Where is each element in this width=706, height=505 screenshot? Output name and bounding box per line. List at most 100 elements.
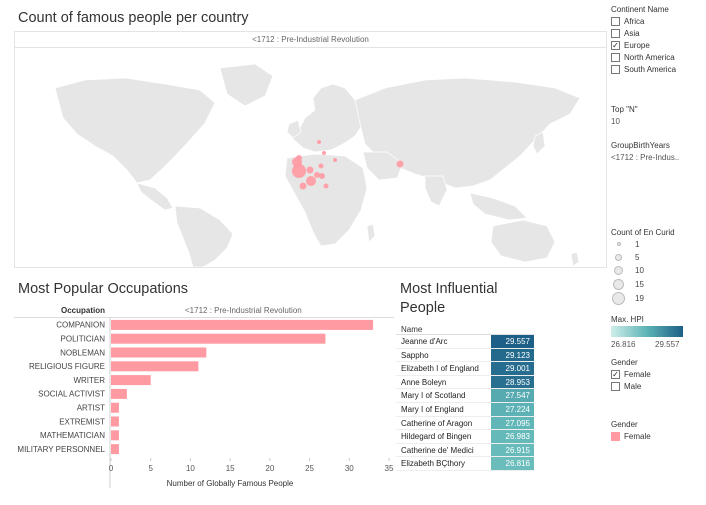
middle-east-shape [362,151,404,181]
map-mark-poland [318,163,324,169]
x-tick-label: 30 [345,464,354,473]
size-dot-icon [613,278,624,290]
size-legend-item: 15 [611,278,644,290]
checkbox-icon[interactable] [611,17,620,26]
checkbox-icon[interactable] [611,29,620,38]
continent-option-africa[interactable]: Africa [611,16,644,27]
size-legend-item: 1 [611,240,639,249]
occupation-bar[interactable] [111,416,119,427]
occupation-bar[interactable] [111,444,119,455]
hpi-value-cell: 28.953 [491,375,534,389]
gender-legend-item[interactable]: Female [611,431,651,442]
continent-filter-label: Continent Name [611,5,669,14]
map-mark-sweden [322,151,326,155]
x-tick-label: 10 [186,464,195,473]
person-name: Mary I of Scotland [401,391,466,401]
person-name: Elizabeth I of England [401,364,479,374]
greenland-shape [219,63,274,107]
checkbox-checked-icon[interactable]: ✓ [611,41,620,50]
size-dot-icon [617,242,621,246]
hpi-value-cell: 27.547 [491,389,534,402]
table-row[interactable]: Catherine of Aragon 27.095 [396,416,534,431]
size-dot-icon [615,253,622,261]
checkbox-checked-icon[interactable]: ✓ [611,370,620,379]
size-dot-icon [612,292,625,305]
japan-shape [532,131,546,155]
hpi-value-cell: 29.557 [491,335,534,348]
continent-option-europe[interactable]: ✓ Europe [611,41,650,50]
continent-option-north-america[interactable]: North America [611,52,675,63]
map-mark-spain [299,182,307,190]
person-name: Anne Boleyn [401,377,447,387]
table-row[interactable]: Jeanne d'Arc 29.557 [396,335,534,349]
europe-shape [289,83,368,153]
person-name: Catherine of Aragon [401,418,473,428]
influential-title: Most Influential People [400,281,498,316]
map-mark-baltic [333,158,337,162]
table-row[interactable]: Elizabeth I of England 29.001 [396,362,534,376]
map-mark-italy [306,176,316,186]
x-tick-label: 0 [109,464,114,473]
occupation-bar[interactable] [111,388,127,399]
top-n-value[interactable]: 10 [611,117,620,126]
occupation-bar[interactable] [111,347,207,358]
table-row[interactable]: Anne Boleyn 28.953 [396,375,534,390]
madagascar-shape [366,223,376,243]
birth-years-value[interactable]: <1712 : Pre-Indus.. [611,153,680,162]
hpi-value-cell: 27.095 [491,416,534,430]
occupation-bar[interactable] [111,375,151,386]
new-zealand-shape [570,251,580,267]
gender-option-female[interactable]: ✓ Female [611,370,651,379]
southeast-asia-shape [469,192,528,221]
table-row[interactable]: Elizabeth BÇthory 26.816 [396,457,534,471]
person-name: Hildegard of Bingen [401,432,472,442]
filter-sidebar: Continent Name Africa Asia ✓ Europe North… [611,0,706,505]
south-america-shape [174,205,234,267]
occupation-label: POLITICIAN [61,335,106,344]
world-map-panel[interactable]: <1712 : Pre-Industrial Revolution [14,31,607,268]
map-mark-norway [317,140,321,144]
map-mark-france [292,164,306,178]
table-row[interactable]: Mary I of Scotland 27.547 [396,389,534,403]
hpi-color-ramp [611,326,683,337]
checkbox-icon[interactable] [611,53,620,62]
table-row[interactable]: Catherine de' Medici 26.915 [396,443,534,458]
continent-option-asia[interactable]: Asia [611,28,640,39]
occupation-bar[interactable] [111,319,374,330]
hpi-min-value: 26.816 [611,340,636,349]
occupations-bar-chart[interactable]: COMPANION POLITICIAN NOBLEMAN RELIGIOUS FIG… [14,317,394,492]
hpi-value-cell: 26.983 [491,430,534,443]
name-column-header: Name [401,325,423,334]
map-mark-scotland [296,155,302,161]
hpi-max-value: 29.557 [655,340,680,349]
occupation-label: SOCIAL ACTIVIST [38,390,105,399]
india-shape [424,175,448,207]
table-row[interactable]: Hildegard of Bingen 26.983 [396,430,534,444]
person-name: Sappho [401,350,429,360]
gender-option-male[interactable]: Male [611,381,641,392]
top-n-label: Top "N" [611,105,638,114]
central-america-shape [136,182,174,211]
person-name: Jeanne d'Arc [401,337,448,346]
occupation-bar[interactable] [111,361,199,372]
map-subtitle: <1712 : Pre-Industrial Revolution [252,35,369,44]
influential-table: Jeanne d'Arc 29.557 Sappho 29.123 Elizabeth … [396,334,534,471]
occupation-bar[interactable] [111,430,119,441]
occupation-label: ARTIST [77,404,105,413]
north-america-shape [54,77,216,184]
checkbox-icon[interactable] [611,382,620,391]
person-name: Catherine de' Medici [401,445,474,455]
occupation-bar[interactable] [111,333,326,344]
uk-shape [286,119,302,139]
occupation-bar[interactable] [111,402,119,413]
occupation-label: WRITER [73,376,105,385]
table-row[interactable]: Sappho 29.123 [396,348,534,363]
size-dot-icon [614,266,623,275]
map-divider [15,47,606,48]
hpi-value-cell: 29.123 [491,348,534,362]
world-map[interactable] [15,48,606,267]
table-row[interactable]: Mary I of England 27.224 [396,402,534,417]
size-legend-item: 19 [611,292,644,305]
checkbox-icon[interactable] [611,65,620,74]
continent-option-south-america[interactable]: South America [611,64,676,75]
